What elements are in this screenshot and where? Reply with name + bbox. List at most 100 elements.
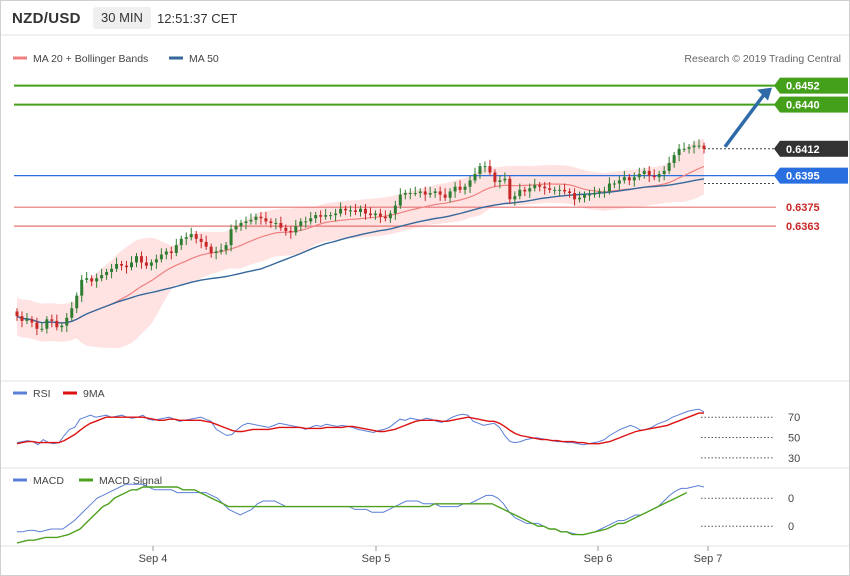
candle-body	[667, 163, 671, 171]
candle-body	[95, 278, 99, 282]
candle-body	[189, 234, 193, 238]
candle-body	[652, 175, 656, 178]
candle-body	[677, 148, 681, 156]
candle-body	[110, 268, 114, 272]
candle-body	[90, 278, 94, 282]
candle-body	[368, 213, 372, 216]
candle-body	[299, 221, 303, 227]
candle-body	[70, 308, 74, 318]
candle-body	[627, 177, 631, 181]
copyright-text: Research © 2019 Trading Central	[684, 53, 841, 65]
legend-label-rsi-ma: 9MA	[83, 388, 105, 400]
candle-body	[637, 174, 641, 178]
level-tag-text-0.6452: 0.6452	[786, 81, 820, 93]
level-tag-text-0.6440: 0.6440	[786, 100, 820, 112]
macd-tick-1: 0	[788, 521, 794, 533]
candle-body	[393, 205, 397, 214]
candle-body	[219, 249, 223, 252]
candle-body	[493, 172, 497, 182]
candle-body	[284, 227, 288, 231]
candle-body	[359, 208, 362, 212]
macd-legend: MACD MACD Signal	[13, 475, 162, 487]
candle-body	[533, 185, 537, 189]
time-label-1: Sep 5	[362, 553, 391, 565]
candle-body	[672, 155, 676, 163]
candle-body	[428, 193, 432, 195]
candle-body	[144, 262, 148, 266]
candle-body	[478, 166, 482, 175]
candle-body	[518, 189, 522, 197]
candle-body	[40, 328, 44, 330]
candle-body	[483, 166, 487, 168]
candle-body	[607, 183, 611, 192]
candle-body	[329, 215, 333, 217]
candle-body	[413, 193, 417, 194]
candle-body	[204, 241, 208, 247]
candle-body	[174, 245, 178, 253]
level-tag-arrow-0.6440	[774, 96, 780, 113]
candle-body	[558, 189, 562, 191]
level-label-0.6375: 0.6375	[786, 202, 820, 214]
time-label-3: Sep 7	[694, 553, 723, 565]
candle-body	[573, 193, 577, 200]
candle-body	[398, 194, 402, 206]
legend-label-macd: MACD	[33, 475, 64, 487]
candle-body	[642, 170, 646, 175]
candle-body	[259, 216, 263, 219]
candle-body	[682, 148, 686, 150]
candle-body	[468, 180, 472, 187]
level-tag-0.6395	[780, 167, 848, 184]
time-axis: Sep 4 Sep 5 Sep 6 Sep 7	[139, 546, 723, 565]
legend-label-ma50: MA 50	[189, 53, 219, 65]
candle-body	[125, 265, 129, 268]
candle-body	[503, 178, 507, 181]
level-tag-text-0.6412: 0.6412	[786, 144, 820, 156]
candle-body	[105, 271, 109, 276]
candle-body	[647, 170, 651, 176]
candle-body	[269, 221, 273, 223]
symbol-title: NZD/USD	[12, 10, 81, 27]
candle-body	[85, 278, 89, 280]
candle-body	[25, 319, 29, 321]
main-legend: MA 20 + Bollinger Bands MA 50	[13, 53, 219, 65]
candle-body	[662, 170, 666, 175]
time-label-0: Sep 4	[139, 553, 168, 565]
candle-body	[309, 218, 313, 222]
candle-body	[60, 325, 64, 328]
candle-body	[378, 213, 382, 217]
candle-body	[602, 191, 606, 193]
level-tag-0.6452	[780, 77, 848, 94]
candle-body	[159, 254, 163, 260]
candle-body	[149, 262, 153, 266]
candle-body	[657, 174, 661, 178]
candle-body	[169, 251, 173, 253]
candle-body	[528, 188, 532, 192]
candle-body	[50, 319, 54, 321]
current-time: 12:51:37 CET	[157, 11, 238, 26]
rsi-series-1	[16, 412, 704, 445]
candle-body	[214, 251, 218, 253]
candle-body	[408, 193, 412, 194]
forecast-arrow-shaft	[723, 93, 766, 148]
candle-body	[513, 196, 517, 200]
candle-body	[264, 218, 268, 222]
candle-body	[35, 322, 39, 329]
candle-body	[592, 193, 596, 195]
candle-body	[249, 219, 253, 222]
timeframe-badge[interactable]: 30 MIN	[93, 7, 151, 29]
candle-body	[75, 295, 79, 309]
candle-body	[139, 256, 143, 263]
rsi-series-0	[16, 408, 705, 446]
candle-body	[134, 256, 138, 263]
candle-body	[339, 208, 343, 214]
candle-body	[363, 208, 367, 214]
candle-body	[448, 191, 452, 198]
level-tag-0.6440	[780, 96, 848, 113]
candle-body	[568, 191, 572, 193]
candle-body	[692, 145, 696, 148]
candle-body	[578, 197, 582, 200]
macd-series-0	[17, 483, 705, 536]
price-panel: 0.6452 0.6440 0.6412 0.6395 0.6375 0.6363	[14, 77, 848, 349]
